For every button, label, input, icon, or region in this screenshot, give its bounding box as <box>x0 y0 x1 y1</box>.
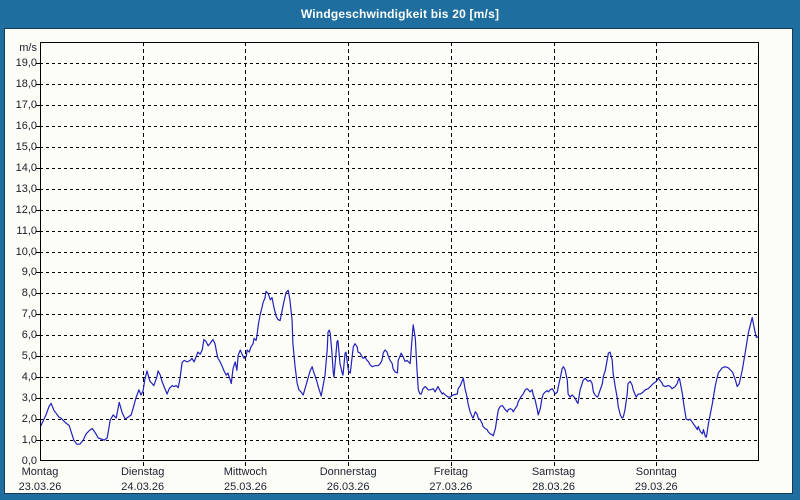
window-titlebar: Windgeschwindigkeit bis 20 [m/s] <box>0 0 800 28</box>
y-tick-label: 17,0 <box>15 98 37 111</box>
x-date-label: 23.03.26 <box>18 481 62 493</box>
y-tick-label: 16,0 <box>15 119 37 132</box>
plot-area <box>40 42 759 461</box>
x-day-label: Donnerstag <box>319 466 377 478</box>
chart-panel: m/s 0,0 1,0 2,0 3,0 4,0 5,0 6,0 7,0 8,0 9,0 10,0 11… <box>4 28 793 494</box>
y-tick-label: 3,0 <box>21 392 37 405</box>
y-axis-tick <box>36 63 40 64</box>
wind-chart-svg <box>40 42 759 461</box>
y-tick-label: 4,0 <box>21 371 37 384</box>
y-tick-label: 5,0 <box>21 350 37 363</box>
y-axis-tick <box>36 440 40 441</box>
x-date-label: 26.03.26 <box>326 481 370 493</box>
x-date-label: 29.03.26 <box>634 481 678 493</box>
plot-border <box>40 42 759 461</box>
y-axis-tick <box>36 231 40 232</box>
y-axis-tick <box>36 84 40 85</box>
y-tick-label: 14,0 <box>15 161 37 174</box>
y-axis-tick <box>36 189 40 190</box>
x-date-label: 24.03.26 <box>121 481 165 493</box>
x-day-label: Samstag <box>531 466 576 478</box>
y-axis-tick <box>36 293 40 294</box>
y-tick-label: 11,0 <box>16 224 37 237</box>
y-axis-tick <box>36 314 40 315</box>
x-axis-tick <box>554 462 555 466</box>
y-tick-label: 8,0 <box>21 287 37 300</box>
y-axis-tick <box>36 252 40 253</box>
y-tick-label: 12,0 <box>15 203 37 216</box>
y-axis-tick <box>36 126 40 127</box>
y-axis-tick <box>36 272 40 273</box>
wind-speed-line <box>40 289 759 445</box>
x-axis-tick <box>348 462 349 466</box>
y-tick-label: 1,0 <box>21 434 37 447</box>
y-tick-label: 7,0 <box>21 308 37 321</box>
y-axis-tick <box>36 147 40 148</box>
y-tick-label: 15,0 <box>15 140 37 153</box>
y-tick-label: 10,0 <box>15 245 37 258</box>
window-title: Windgeschwindigkeit bis 20 [m/s] <box>300 7 500 21</box>
y-tick-label: 6,0 <box>21 329 37 342</box>
y-tick-label: 2,0 <box>21 413 37 426</box>
x-day-label: Sonntag <box>635 466 677 478</box>
x-axis-tick <box>656 462 657 466</box>
y-axis-tick <box>36 356 40 357</box>
y-tick-label: 0,0 <box>21 455 37 467</box>
y-axis-tick <box>36 168 40 169</box>
y-tick-label: 19,0 <box>15 56 37 69</box>
x-date-label: 28.03.26 <box>532 481 575 493</box>
x-day-label: Montag <box>21 466 59 478</box>
x-day-label: Dienstag <box>120 466 165 478</box>
x-date-label: 25.03.26 <box>224 481 267 493</box>
x-day-label: Freitag <box>433 466 468 478</box>
y-axis-unit-label: m/s <box>19 42 37 54</box>
y-axis-tick <box>36 105 40 106</box>
x-axis-tick <box>451 462 452 466</box>
x-axis-tick <box>143 462 144 466</box>
x-axis-tick <box>245 462 246 466</box>
y-axis-tick <box>36 398 40 399</box>
y-tick-label: 9,0 <box>21 266 37 279</box>
y-tick-label: 13,0 <box>15 182 37 195</box>
y-axis-tick <box>36 210 40 211</box>
x-day-label: Mittwoch <box>223 466 268 478</box>
y-axis-tick <box>36 335 40 336</box>
y-axis-tick <box>36 419 40 420</box>
y-tick-label: 18,0 <box>15 77 37 90</box>
x-date-label: 27.03.26 <box>429 481 473 493</box>
y-axis-tick <box>36 377 40 378</box>
